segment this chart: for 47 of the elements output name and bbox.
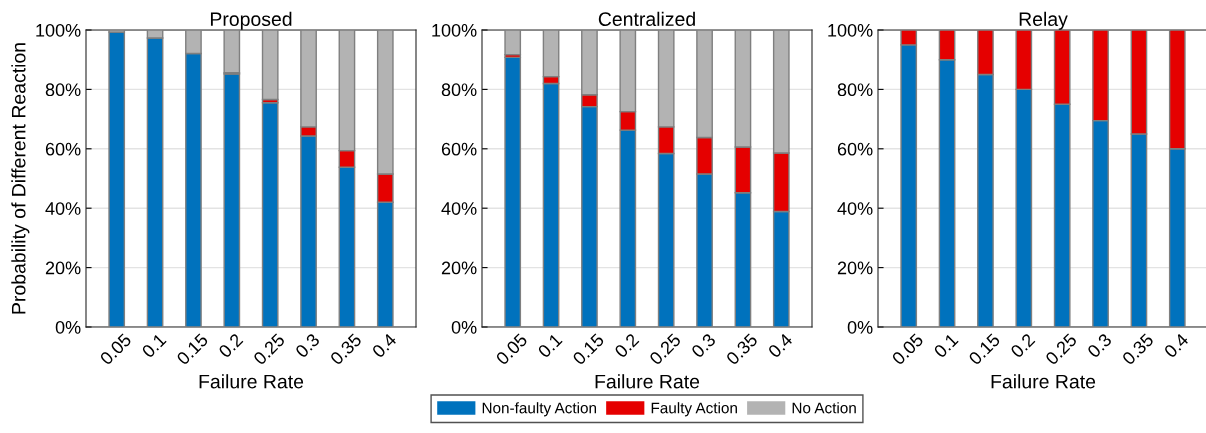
bar <box>261 102 279 327</box>
y-tick-label: 80% <box>441 83 477 97</box>
legend-label: Faulty Action <box>651 402 737 417</box>
y-tick-label: 60% <box>837 142 873 156</box>
bar <box>261 30 279 101</box>
y-tick-label: 80% <box>837 83 873 97</box>
x-tick-label: 0.4 <box>1163 332 1190 359</box>
x-tick-label: 0.2 <box>1009 332 1036 359</box>
x-axis-title: Failure Rate <box>595 374 700 389</box>
y-tick-label: 80% <box>45 83 81 97</box>
y-tick-label: 20% <box>45 261 81 275</box>
y-tick-label: 100% <box>828 23 873 37</box>
x-tick-label: 0.1 <box>933 332 959 359</box>
y-tick-label: 20% <box>837 261 873 275</box>
chart-title: Proposed <box>210 11 292 30</box>
bar <box>223 30 241 74</box>
x-tick-label: 0.3 <box>690 332 717 359</box>
y-tick-label: 60% <box>441 142 477 156</box>
chart-title: Centralized <box>598 11 695 27</box>
legend-label: No Action <box>792 402 856 414</box>
y-tick-label: 100% <box>432 23 477 37</box>
x-tick-label: 0.4 <box>767 332 794 359</box>
y-tick-label: 0% <box>451 320 477 334</box>
x-axis-title: Failure Rate <box>199 374 304 389</box>
x-tick-label: 0.2 <box>613 332 640 359</box>
bar <box>223 73 241 327</box>
y-tick-label: 60% <box>45 142 81 156</box>
y-tick-label: 40% <box>441 202 477 215</box>
y-tick-label: 0% <box>847 320 873 334</box>
y-tick-label: 40% <box>837 202 873 215</box>
x-tick-label: 0.1 <box>537 332 563 359</box>
x-tick-label: 0.1 <box>141 332 167 359</box>
x-axis-title: Failure Rate <box>991 374 1096 389</box>
x-tick-label: 0.3 <box>294 332 321 359</box>
chart-title: Relay <box>1019 11 1068 30</box>
y-tick-label: 20% <box>441 261 477 275</box>
y-axis-title: Probability of Different Reaction <box>11 43 30 314</box>
x-tick-label: 0.2 <box>217 332 244 359</box>
x-tick-label: 0.4 <box>371 332 398 359</box>
bar <box>108 31 126 327</box>
bar <box>504 30 522 56</box>
x-tick-label: 0.3 <box>1086 332 1113 359</box>
bar <box>504 56 522 327</box>
y-tick-label: 0% <box>55 320 81 334</box>
y-tick-label: 40% <box>45 202 81 215</box>
legend-label: Non-faulty Action <box>482 402 597 417</box>
y-tick-label: 100% <box>36 23 81 37</box>
